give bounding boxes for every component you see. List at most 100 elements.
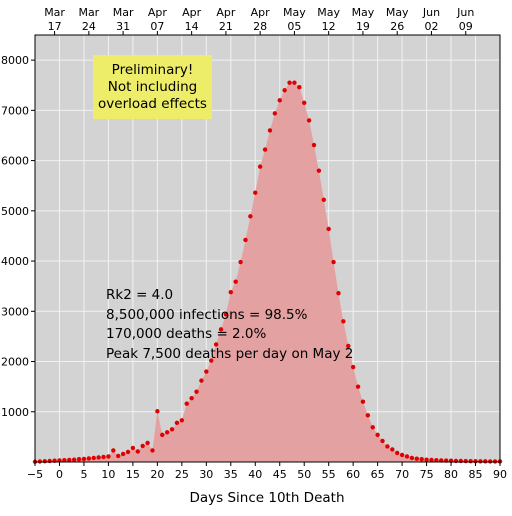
note-line: overload effects <box>98 95 207 112</box>
data-point <box>204 369 209 374</box>
x-tick-label: 50 <box>297 468 311 481</box>
data-point <box>150 448 155 453</box>
top-tick-day: 17 <box>48 20 62 33</box>
top-date-axis: Mar17Mar24Mar31Apr07Apr14Apr21Apr28May05… <box>44 6 474 35</box>
x-tick-label: 30 <box>199 468 213 481</box>
data-point <box>218 327 224 332</box>
data-point <box>404 454 410 459</box>
data-point <box>160 432 165 438</box>
preliminary-note: Preliminary! Not including overload effe… <box>93 55 212 119</box>
data-point <box>414 456 419 461</box>
data-point <box>130 445 136 451</box>
data-point <box>463 458 468 464</box>
series-area-fill <box>35 82 500 462</box>
data-point <box>71 457 77 462</box>
data-point <box>355 384 361 389</box>
top-tick-month: May <box>317 6 340 19</box>
data-point <box>360 399 366 404</box>
top-tick-month: Apr <box>216 6 236 19</box>
x-tick-label: 15 <box>126 468 140 481</box>
y-tick-label: 6000 <box>1 155 29 168</box>
top-tick-month: May <box>352 6 375 19</box>
top-tick-day: 19 <box>356 20 370 33</box>
data-point <box>390 447 395 452</box>
data-point <box>101 454 106 460</box>
data-point <box>346 343 351 349</box>
x-tick-label: 35 <box>224 468 238 481</box>
data-point <box>135 449 140 454</box>
x-tick-label: 5 <box>80 468 87 481</box>
data-point <box>257 164 263 169</box>
data-point <box>179 418 185 423</box>
data-point <box>169 427 175 432</box>
data-point <box>302 100 307 106</box>
y-tick-label: 4000 <box>1 255 29 268</box>
data-point <box>385 444 390 449</box>
data-point <box>140 443 145 449</box>
top-tick-day: 28 <box>253 20 267 33</box>
data-point <box>429 457 434 463</box>
data-point <box>116 453 121 459</box>
data-point <box>395 450 400 456</box>
x-tick-label: 90 <box>493 468 507 481</box>
data-point <box>409 455 415 461</box>
top-tick-month: May <box>386 6 409 19</box>
data-point <box>297 85 302 90</box>
data-point <box>111 448 116 453</box>
data-point <box>106 454 111 459</box>
data-point <box>287 80 292 85</box>
data-point <box>125 449 131 455</box>
data-point <box>478 459 483 464</box>
data-point <box>86 456 92 461</box>
data-point <box>316 168 322 173</box>
data-point <box>199 378 204 383</box>
y-tick-label: 8000 <box>1 54 29 67</box>
data-point <box>458 458 464 464</box>
data-point <box>253 190 258 195</box>
data-point <box>209 358 214 363</box>
x-tick-label: 55 <box>322 468 336 481</box>
stats-line-peak: Peak 7,500 deaths per day on May 2 <box>106 345 354 362</box>
data-point <box>277 98 282 103</box>
y-tick-label: 7000 <box>1 104 29 117</box>
top-tick-day: 31 <box>116 20 130 33</box>
top-tick-day: 05 <box>287 20 301 33</box>
data-point <box>434 458 439 463</box>
data-point <box>272 111 278 116</box>
data-point <box>350 364 356 370</box>
data-point <box>62 458 67 463</box>
x-tick-label: −5 <box>27 468 43 481</box>
top-tick-day: 09 <box>459 20 473 33</box>
x-axis-label: Days Since 10th Death <box>189 490 344 506</box>
x-axis: −5 0 5 10 15 20 25 30 35 40 45 50 55 60 65 70 75 80 85 90 <box>27 462 507 481</box>
stats-annotation: Rk2 = 4.0 8,500,000 infections = 98.5% 1… <box>106 286 353 364</box>
data-point <box>267 128 273 133</box>
data-point <box>306 118 312 123</box>
data-point <box>76 457 82 462</box>
top-tick-month: Mar <box>113 6 134 19</box>
stats-line-rk2: Rk2 = 4.0 <box>106 287 174 303</box>
x-tick-label: 40 <box>248 468 262 481</box>
data-point <box>81 456 87 462</box>
top-tick-day: 26 <box>390 20 404 33</box>
data-point <box>331 259 336 265</box>
x-tick-label: 20 <box>150 468 164 481</box>
data-point <box>194 389 199 394</box>
note-line: Preliminary! <box>111 61 194 78</box>
x-tick-label: 75 <box>420 468 434 481</box>
data-point <box>145 440 150 446</box>
data-point <box>228 290 233 295</box>
top-tick-day: 14 <box>185 20 199 33</box>
top-tick-day: 07 <box>150 20 164 33</box>
data-point <box>370 425 375 430</box>
data-point <box>233 279 238 284</box>
x-tick-label: 10 <box>101 468 115 481</box>
data-point <box>488 459 493 464</box>
data-point <box>189 396 194 401</box>
y-axis: 1000 2000 3000 4000 5000 6000 7000 8000 <box>1 54 35 419</box>
data-point <box>155 409 160 414</box>
data-point <box>336 291 341 296</box>
data-point <box>213 342 219 347</box>
